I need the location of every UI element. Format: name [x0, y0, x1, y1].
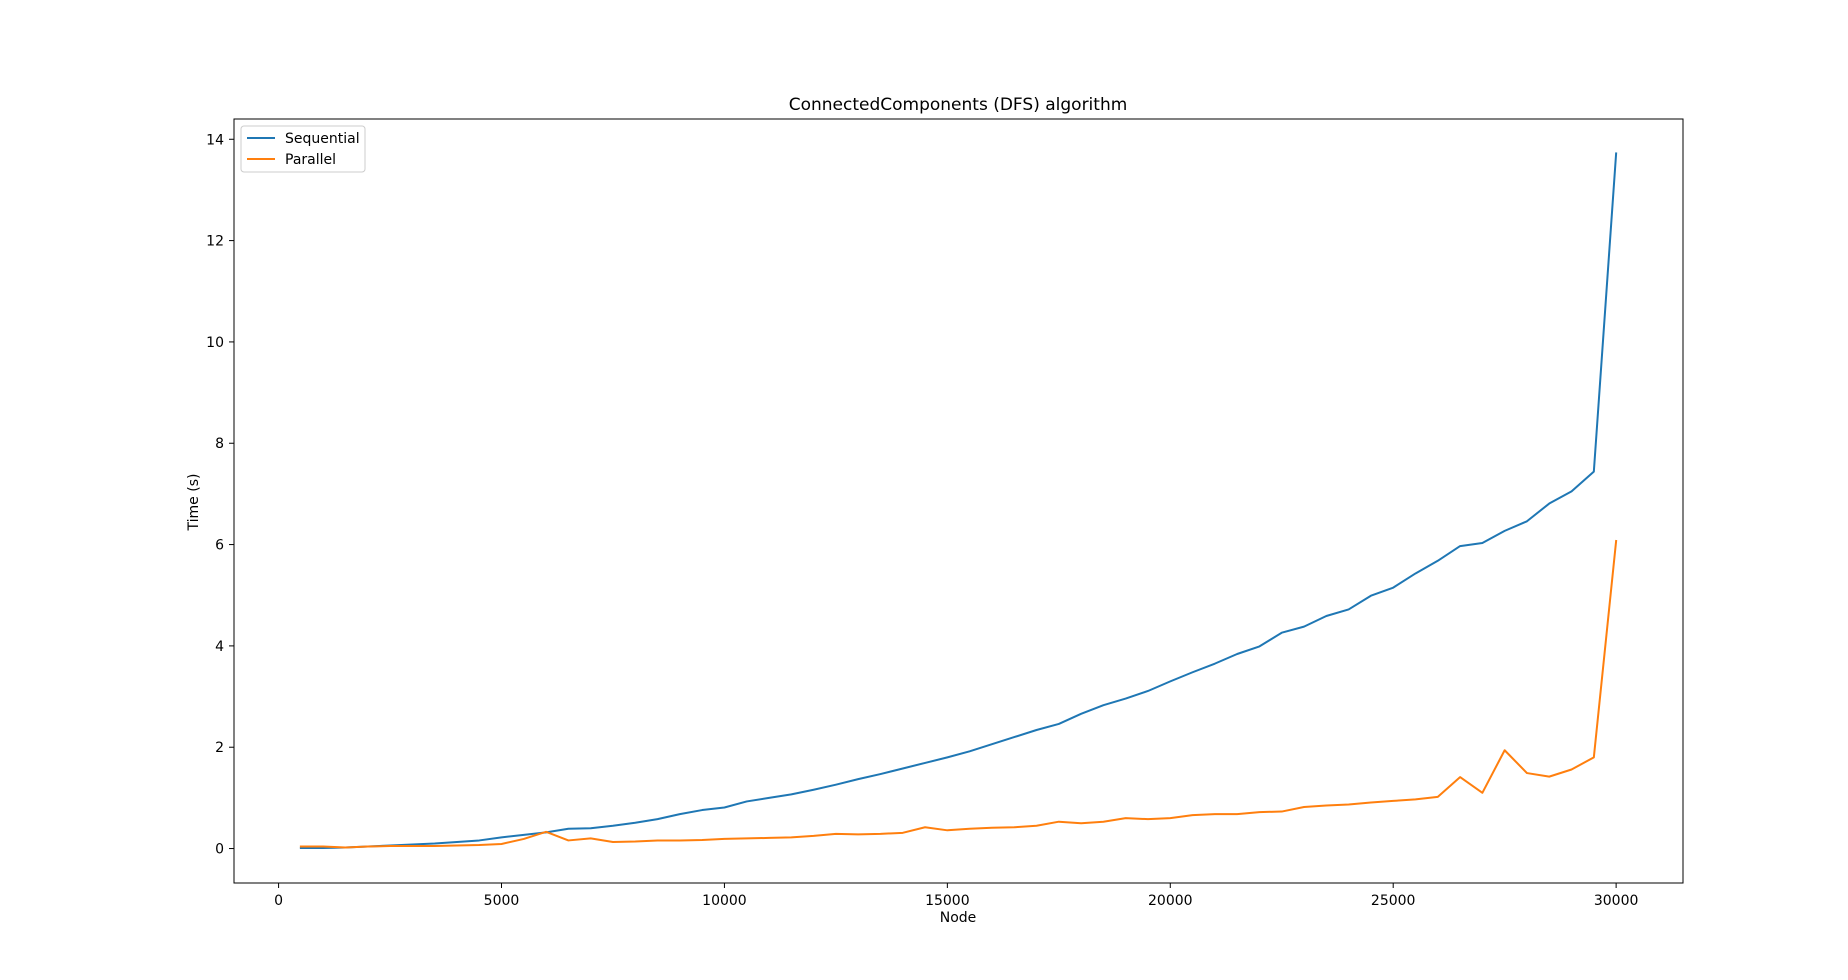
- legend-label-sequential: Sequential: [285, 131, 360, 147]
- x-tick-label: 5000: [484, 893, 520, 909]
- y-tick-label: 2: [215, 740, 224, 756]
- series-line-sequential: [299, 152, 1618, 850]
- x-tick-label: 30000: [1594, 893, 1639, 909]
- y-tick-label: 6: [215, 538, 224, 554]
- x-axis-label: Node: [940, 910, 977, 926]
- y-tick-label: 0: [215, 842, 224, 858]
- y-tick-label: 4: [215, 639, 224, 655]
- legend: Sequential Parallel: [240, 125, 366, 173]
- x-tick-label: 10000: [702, 893, 747, 909]
- y-axis-label: Time (s): [186, 474, 202, 532]
- y-tick-label: 12: [206, 234, 224, 250]
- x-tick-label: 25000: [1371, 893, 1416, 909]
- y-axis: 0 2 4 6 8 10 12 14: [206, 132, 234, 858]
- x-axis: 0 5000 10000 15000 20000 25000 30000: [274, 883, 1638, 909]
- y-tick-label: 10: [206, 335, 224, 351]
- y-tick-label: 14: [206, 132, 224, 148]
- legend-label-parallel: Parallel: [285, 152, 336, 168]
- x-tick-label: 15000: [925, 893, 970, 909]
- chart-title: ConnectedComponents (DFS) algorithm: [789, 95, 1128, 115]
- plot-frame: [233, 118, 1684, 884]
- series-line-parallel: [299, 539, 1618, 849]
- y-tick-label: 8: [215, 436, 224, 452]
- x-tick-label: 20000: [1148, 893, 1193, 909]
- x-tick-label: 0: [274, 893, 283, 909]
- plot-area: [299, 152, 1618, 850]
